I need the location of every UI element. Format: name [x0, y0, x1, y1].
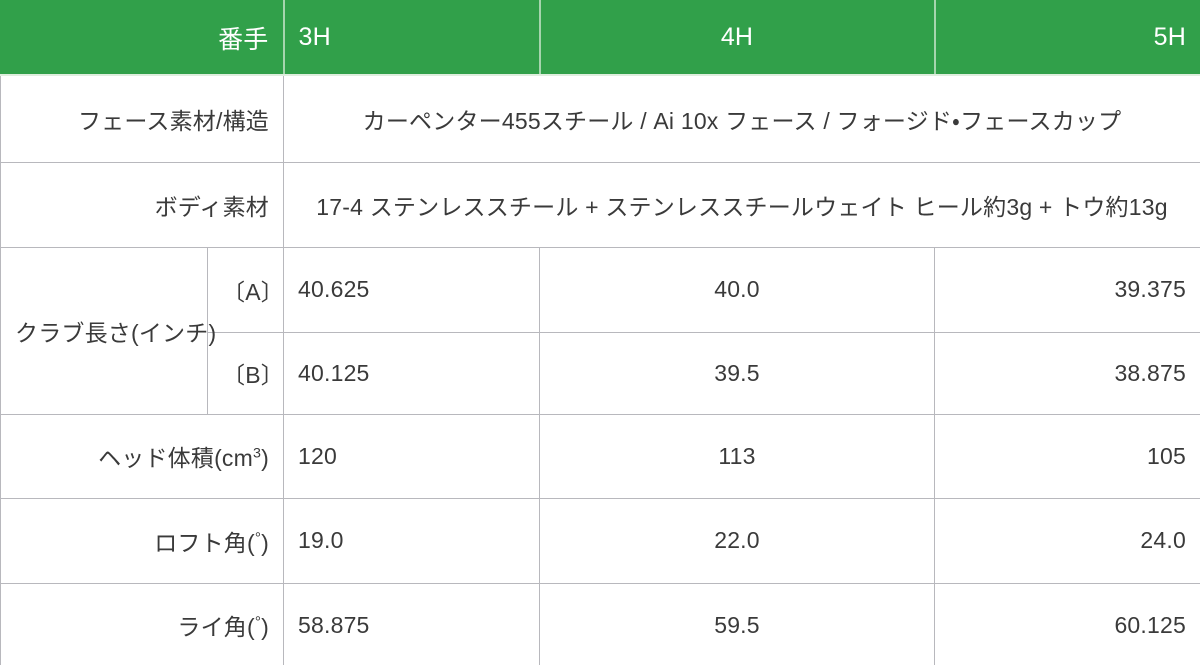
row-label-loft-angle-suffix: ): [261, 529, 269, 556]
table-header: 番手 3H 4H 5H: [0, 0, 1200, 76]
row-label-head-volume: ヘッド体積(cm3): [0, 413, 284, 499]
row-sublabel-b: 〔B〕: [207, 331, 284, 415]
header-row: 番手 3H 4H 5H: [0, 0, 1200, 76]
cell-lie-angle-4h: 59.5: [539, 582, 935, 665]
row-label-club-length: クラブ長さ(インチ): [0, 246, 216, 415]
row-label-head-volume-prefix: ヘッド体積(cm: [98, 445, 253, 471]
header-column-4h: 4H: [538, 0, 935, 76]
row-label-head-volume-superscript: 3: [253, 445, 262, 462]
row-sublabel-a: 〔A〕: [207, 246, 284, 333]
cell-lie-angle-3h: 58.875: [283, 582, 540, 665]
row-label-loft-angle-superscript: °: [254, 528, 262, 546]
header-label-number: 番手: [0, 0, 284, 76]
row-label-head-volume-suffix: ): [261, 445, 269, 471]
row-label-face-material: フェース素材/構造: [0, 74, 284, 163]
row-label-loft-angle: ロフト角(°): [0, 497, 284, 584]
table-row-lie-angle: ライ角(°) 58.875 59.5 60.125: [0, 582, 1200, 665]
row-label-lie-angle: ライ角(°): [0, 582, 284, 665]
row-label-lie-angle-prefix: ライ角(: [177, 614, 255, 640]
cell-head-volume-5h: 105: [934, 413, 1200, 499]
cell-loft-angle-5h: 24.0: [934, 497, 1200, 584]
cell-head-volume-4h: 113: [539, 413, 935, 499]
row-value-body-material: 17-4 ステンレススチール + ステンレススチールウェイト ヒール約3g + …: [283, 161, 1200, 248]
table-row-club-length-a: クラブ長さ(インチ) 〔A〕 40.625 40.0 39.375: [0, 246, 1200, 415]
header-column-5h: 5H: [933, 0, 1200, 76]
table-row-head-volume: ヘッド体積(cm3) 120 113 105: [0, 413, 1200, 499]
row-label-lie-angle-superscript: °: [254, 613, 262, 631]
cell-club-length-a-4h: 40.0: [539, 246, 935, 333]
row-label-body-material: ボディ素材: [0, 161, 284, 248]
row-value-face-material: カーペンター455スチール / Ai 10x フェース / フォージド・フェース…: [283, 74, 1200, 163]
header-column-3h: 3H: [282, 0, 540, 76]
table-body: フェース素材/構造 カーペンター455スチール / Ai 10x フェース / …: [0, 74, 1200, 665]
cell-club-length-b-5h: 38.875: [934, 331, 1200, 415]
cell-club-length-a-3h: 40.625: [283, 246, 540, 333]
cell-club-length-b-4h: 39.5: [539, 331, 935, 415]
cell-lie-angle-5h: 60.125: [934, 582, 1200, 665]
cell-club-length-b-3h: 40.125: [283, 331, 540, 415]
row-label-lie-angle-suffix: ): [261, 614, 269, 640]
row-label-loft-angle-prefix: ロフト角(: [154, 529, 255, 556]
table-row-body-material: ボディ素材 17-4 ステンレススチール + ステンレススチールウェイト ヒール…: [0, 161, 1200, 248]
cell-head-volume-3h: 120: [283, 413, 540, 499]
table-row-loft-angle: ロフト角(°) 19.0 22.0 24.0: [0, 497, 1200, 584]
table-row-face-material: フェース素材/構造 カーペンター455スチール / Ai 10x フェース / …: [0, 74, 1200, 163]
cell-loft-angle-4h: 22.0: [539, 497, 935, 584]
cell-club-length-a-5h: 39.375: [934, 246, 1200, 333]
cell-loft-angle-3h: 19.0: [283, 497, 540, 584]
